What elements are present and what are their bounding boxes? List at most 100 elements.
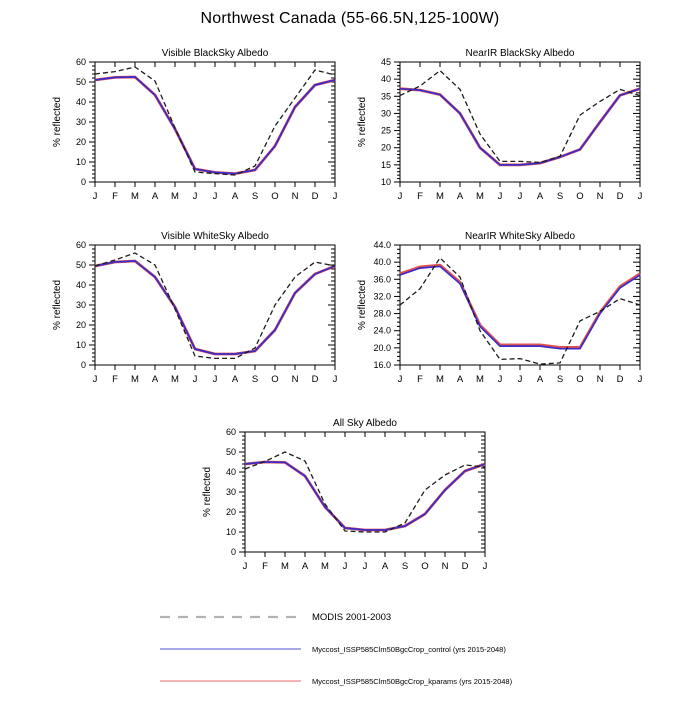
x-tick-label: M (476, 191, 484, 202)
x-tick-label: J (498, 191, 503, 202)
y-tick-label: 10 (381, 177, 391, 187)
y-tick-label: 50 (226, 447, 236, 457)
y-tick-label: 40 (226, 467, 236, 477)
y-tick-label: 50 (76, 77, 86, 87)
series-line-kparams (399, 87, 641, 167)
x-tick-label: D (617, 374, 624, 385)
x-tick-label: J (333, 374, 338, 385)
x-tick-label: D (617, 191, 624, 202)
y-tick-label: 44.0 (373, 240, 391, 250)
x-tick-label: A (152, 191, 159, 202)
legend: MODIS 2001-2003 Myccost_ISSP585Clm50BgcC… (158, 607, 578, 703)
legend-label-modis: MODIS 2001-2003 (312, 611, 392, 623)
series-line-modis (94, 252, 336, 360)
y-axis-label: % reflected (357, 97, 368, 147)
y-axis-label: % reflected (52, 280, 63, 330)
x-tick-label: O (271, 191, 278, 202)
x-tick-label: J (213, 374, 218, 385)
x-tick-label: O (271, 374, 278, 385)
chart-nearir-whitesky-albedo: NearIR WhiteSky Albedo % reflected 16.0 20.… (352, 229, 657, 401)
plot-frame (244, 431, 486, 553)
x-tick-label: N (442, 561, 449, 572)
x-tick-label: J (343, 561, 348, 572)
x-tick-label: S (402, 561, 408, 572)
x-tick-label: J (638, 191, 643, 202)
page-title: Northwest Canada (55-66.5N,125-100W) (200, 10, 500, 27)
y-tick-label: 60 (76, 57, 86, 67)
x-tick-label: J (333, 191, 338, 202)
y-tick-label: 20 (226, 507, 236, 517)
y-tick-label: 40.0 (373, 257, 391, 267)
y-tick-label: 16.0 (373, 360, 391, 370)
x-tick-label: M (436, 191, 444, 202)
y-tick-label: 45 (381, 57, 391, 67)
x-tick-label: M (131, 191, 139, 202)
y-axis-label: % reflected (202, 467, 213, 517)
x-tick-label: A (537, 374, 544, 385)
x-tick-label: F (417, 191, 423, 202)
series-line-modis (244, 451, 486, 533)
x-tick-label: M (476, 374, 484, 385)
x-tick-label: O (421, 561, 428, 572)
y-tick-label: 20 (381, 143, 391, 153)
legend-line-modis-icon (160, 615, 301, 619)
plot-frame (94, 244, 336, 366)
x-tick-label: D (312, 374, 319, 385)
y-tick-label: 36.0 (373, 274, 391, 284)
series-line-kparams (94, 259, 336, 356)
y-tick-label: 30 (226, 487, 236, 497)
chart-visible-blacksky-albedo: Visible BlackSky Albedo % reflected 0 10 20 3… (47, 46, 352, 218)
x-tick-label: J (518, 374, 523, 385)
x-tick-label: J (93, 191, 98, 202)
series-line-kparams (244, 460, 486, 532)
x-tick-label: A (537, 191, 544, 202)
x-tick-label: J (193, 374, 198, 385)
x-tick-label: M (171, 191, 179, 202)
chart-canvas: Visible BlackSky Albedo % reflected 0 10 20 3… (52, 48, 338, 202)
series-line-control (244, 461, 486, 531)
y-tick-label: 40 (381, 74, 391, 84)
x-tick-label: J (398, 374, 403, 385)
y-tick-label: 20 (76, 137, 86, 147)
y-axis-label: % reflected (357, 280, 368, 330)
chart-title: Visible WhiteSky Albedo (161, 231, 269, 242)
x-tick-label: A (232, 374, 239, 385)
y-tick-label: 60 (226, 427, 236, 437)
chart-title: NearIR BlackSky Albedo (466, 48, 575, 59)
x-tick-label: A (232, 191, 239, 202)
y-tick-label: 10 (226, 527, 236, 537)
y-tick-label: 50 (76, 260, 86, 270)
x-tick-label: N (292, 191, 299, 202)
x-tick-label: S (557, 374, 563, 385)
x-tick-label: M (171, 374, 179, 385)
chart-nearir-blacksky-albedo: NearIR BlackSky Albedo % reflected 10 15 20 2… (352, 46, 657, 218)
legend-line-control-icon (160, 648, 301, 650)
plot-frame (94, 61, 336, 183)
legend-label-kparams: Myccost_ISSP585Clm50BgcCrop_kparams (yrs… (312, 676, 513, 686)
x-tick-label: A (152, 374, 159, 385)
x-tick-label: F (112, 191, 118, 202)
x-tick-label: J (398, 191, 403, 202)
y-tick-label: 32.0 (373, 291, 391, 301)
chart-title: All Sky Albedo (333, 418, 397, 429)
y-tick-label: 30 (76, 117, 86, 127)
x-tick-label: D (312, 191, 319, 202)
x-tick-label: N (597, 374, 604, 385)
series-line-control (399, 265, 641, 350)
x-tick-label: F (262, 561, 268, 572)
legend-label-control: Myccost_ISSP585Clm50BgcCrop_control (yrs… (312, 644, 506, 654)
chart-visible-whitesky-albedo: Visible WhiteSky Albedo % reflected 0 10 20 3… (47, 229, 352, 401)
y-tick-label: 20.0 (373, 343, 391, 353)
y-tick-label: 28.0 (373, 309, 391, 319)
series-line-modis (399, 257, 641, 365)
y-tick-label: 30 (76, 300, 86, 310)
x-tick-label: F (112, 374, 118, 385)
y-tick-label: 0 (231, 547, 236, 557)
x-tick-label: O (576, 374, 583, 385)
x-tick-label: M (281, 561, 289, 572)
y-tick-label: 40 (76, 280, 86, 290)
x-tick-label: S (252, 191, 258, 202)
series-line-control (399, 87, 641, 166)
chart-canvas: NearIR BlackSky Albedo % reflected 10 15 20 2… (357, 48, 643, 202)
y-tick-label: 10 (76, 157, 86, 167)
